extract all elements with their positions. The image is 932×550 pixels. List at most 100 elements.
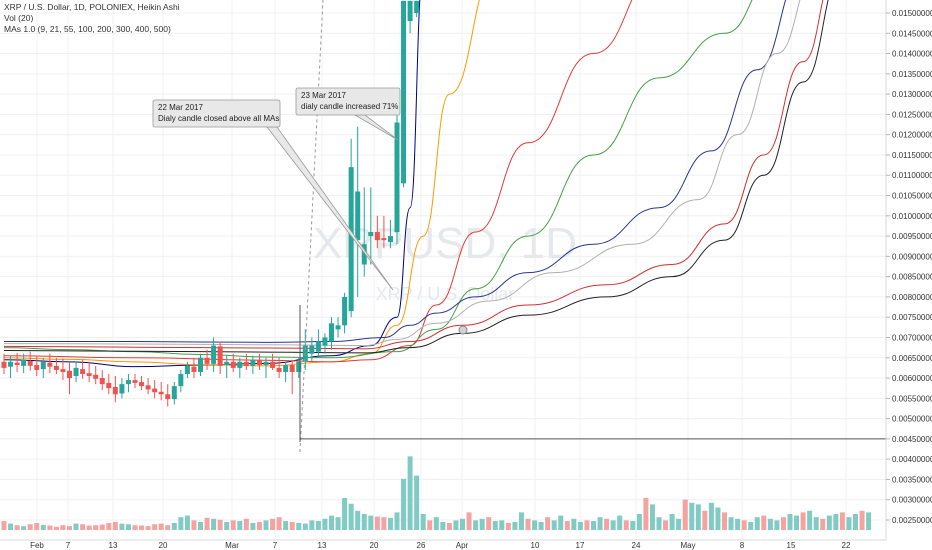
volume-bar — [394, 512, 400, 530]
candle — [250, 355, 256, 374]
candle-body — [8, 361, 14, 367]
volume-bar — [73, 523, 79, 530]
candle-body — [355, 191, 361, 241]
volume-bar — [132, 525, 138, 530]
candle — [1, 353, 7, 374]
volume-bar — [67, 526, 72, 530]
candle — [296, 357, 302, 379]
volume-bar — [230, 520, 236, 530]
volume-bar — [401, 478, 407, 530]
price-tick-label: 0.01400000 — [892, 50, 932, 59]
price-tick-label: 0.01500000 — [892, 9, 932, 18]
time-tick-label: May — [680, 541, 695, 550]
volume-bar — [499, 520, 505, 530]
volume-bar — [34, 522, 40, 530]
price-tick-label: 0.00400000 — [892, 455, 932, 464]
volume-bar — [178, 517, 184, 530]
candle — [171, 382, 177, 405]
volume-bar — [420, 514, 426, 530]
volume-bar — [237, 521, 243, 530]
volume-bar — [99, 524, 105, 530]
volume-bar — [329, 515, 334, 530]
price-tick-label: 0.01100000 — [892, 171, 932, 180]
candle — [309, 337, 315, 362]
candle-body — [329, 323, 334, 342]
candle-body — [132, 380, 138, 383]
candle — [276, 357, 282, 379]
volume-bar — [649, 504, 655, 530]
volume-bar — [381, 517, 387, 530]
candle — [387, 219, 393, 249]
volume-bar — [741, 520, 747, 530]
candle-body — [250, 359, 256, 366]
volume-bar — [610, 520, 616, 530]
candle-body — [139, 382, 145, 387]
time-tick-label: 15 — [787, 541, 796, 550]
volume-bar — [427, 520, 433, 530]
candle-body — [112, 386, 118, 395]
candle-body — [86, 373, 92, 377]
candle — [86, 361, 92, 383]
volume-bar — [715, 507, 721, 530]
candle — [414, 0, 420, 18]
ma-cross-marker — [458, 325, 468, 335]
volume-bar — [466, 512, 472, 530]
price-tick-label: 0.00450000 — [892, 435, 932, 444]
candle — [394, 110, 400, 245]
callout-date: 23 Mar 2017 — [301, 91, 346, 100]
callout-text: Dialy candle closed above all MAs — [158, 114, 279, 123]
candle — [355, 126, 361, 297]
time-tick-label: 7 — [273, 541, 278, 550]
legend-title[interactable]: XRP / U.S. Dollar, 1D, POLONIEX, Heikin … — [4, 2, 180, 12]
watermark-name: XRP / U.S. Dollar — [376, 284, 515, 304]
volume-bar — [689, 502, 695, 530]
candle — [368, 187, 374, 265]
candle — [191, 357, 197, 379]
candle — [165, 384, 171, 407]
candle — [27, 351, 33, 371]
volume-bar — [53, 526, 59, 530]
price-tick-label: 0.00650000 — [892, 354, 932, 363]
volume-bar — [440, 522, 446, 530]
candle — [93, 365, 99, 385]
price-tick-label: 0.00600000 — [892, 374, 932, 383]
candle — [335, 317, 341, 338]
volume-bar — [191, 520, 197, 530]
volume-bar — [204, 517, 210, 530]
volume-bar — [800, 512, 806, 530]
volume-bar — [866, 512, 872, 530]
drawings — [299, 0, 886, 453]
time-tick-label: 17 — [576, 541, 585, 550]
volume-bars — [1, 456, 872, 530]
candle-body — [289, 365, 295, 372]
annotations: 22 Mar 2017 Dialy candle closed above all… — [152, 87, 401, 291]
volume-bar — [80, 524, 86, 530]
candle — [263, 357, 269, 379]
candle-body — [204, 357, 210, 364]
time-axis: Feb 7 13 20 Mar 7 13 20 26 Apr 10 17 24 May 8 15 22 — [0, 539, 886, 550]
price-tick-label: 0.00550000 — [892, 394, 932, 403]
volume-bar — [1, 521, 7, 530]
legend-volume[interactable]: Vol (20) — [4, 13, 34, 23]
candle-body — [368, 232, 374, 237]
candle-body — [67, 370, 72, 379]
candle-body — [171, 386, 177, 400]
candle — [132, 373, 138, 389]
legend-mas[interactable]: MAs 1.0 (9, 21, 55, 100, 200, 300, 400, … — [4, 24, 171, 34]
candle — [211, 337, 217, 372]
volume-bar — [387, 517, 393, 530]
volume-bar — [708, 502, 714, 530]
candle-body — [414, 0, 420, 14]
volume-bar — [165, 525, 171, 530]
candle-body — [224, 361, 230, 366]
volume-bar — [623, 520, 629, 530]
volume-bar — [27, 524, 33, 530]
volume-bar — [643, 498, 649, 530]
volume-bar — [532, 520, 538, 530]
volume-bar — [374, 516, 380, 530]
candle — [401, 0, 407, 188]
candle — [80, 359, 86, 379]
ma-line-500 — [3, 0, 829, 354]
candle-body — [53, 365, 59, 370]
